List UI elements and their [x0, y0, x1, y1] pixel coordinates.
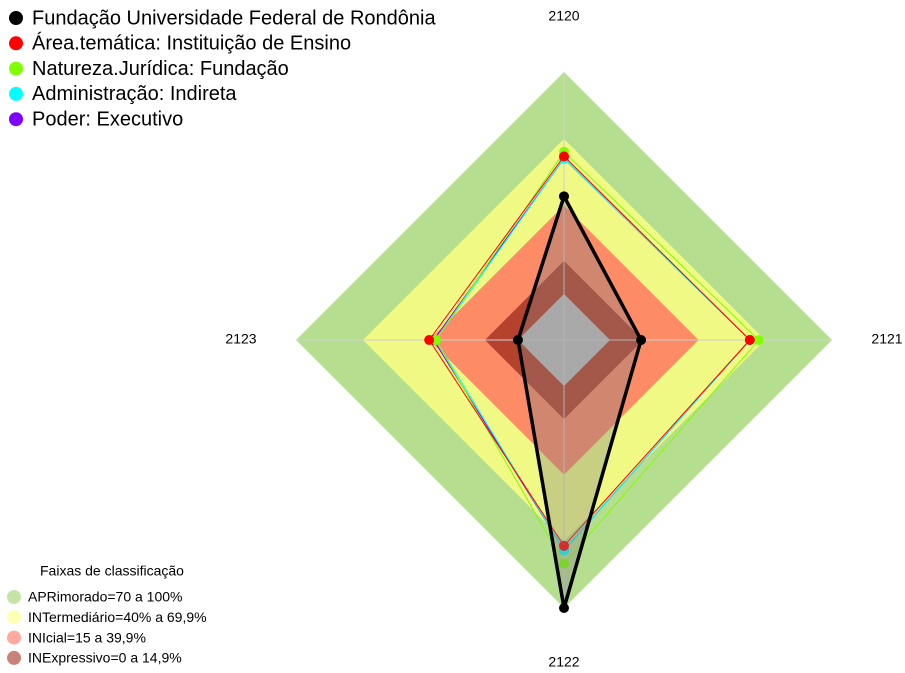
series-point [636, 335, 647, 345]
axis-label: 2123 [225, 331, 256, 347]
band-legend-marker [7, 630, 21, 645]
band-legend-label: INTermediário=40% a 69,9% [28, 609, 207, 625]
legend-label: Área.temática: Instituição de Ensino [32, 32, 351, 55]
legend-marker [9, 36, 23, 51]
series-point [753, 335, 764, 345]
series-point [559, 540, 569, 551]
band-legend-marker [7, 610, 21, 625]
series-point [559, 191, 569, 202]
series-point [559, 558, 569, 569]
series-point [513, 335, 523, 345]
axis-label: 2120 [548, 8, 579, 24]
legend-label: Natureza.Jurídica: Fundação [32, 58, 289, 80]
band-legend-label: INExpressivo=0 a 14,9% [28, 650, 182, 666]
axis-label: 2121 [871, 331, 902, 347]
legend-marker [9, 112, 23, 127]
series-point [744, 335, 755, 345]
legend-label: Fundação Universidade Federal de Rondôni… [32, 7, 436, 29]
band-legend-label: APRimorado=70 a 100% [28, 589, 183, 605]
legend-marker [9, 61, 23, 76]
legend-label: Administração: Indireta [32, 83, 237, 105]
band-legend-marker [7, 590, 21, 604]
axis-label: 2122 [548, 654, 579, 670]
band-legend-label: INIcial=15 a 39,9% [28, 629, 146, 645]
legend-marker [9, 86, 23, 101]
band-legend-marker [7, 650, 21, 665]
series-point [424, 335, 435, 345]
series-point [559, 603, 569, 613]
legend-label: Poder: Executivo [32, 108, 183, 130]
band-legend-title: Faixas de classificação [40, 563, 184, 579]
legend-marker [9, 11, 23, 25]
series-point [559, 151, 569, 162]
